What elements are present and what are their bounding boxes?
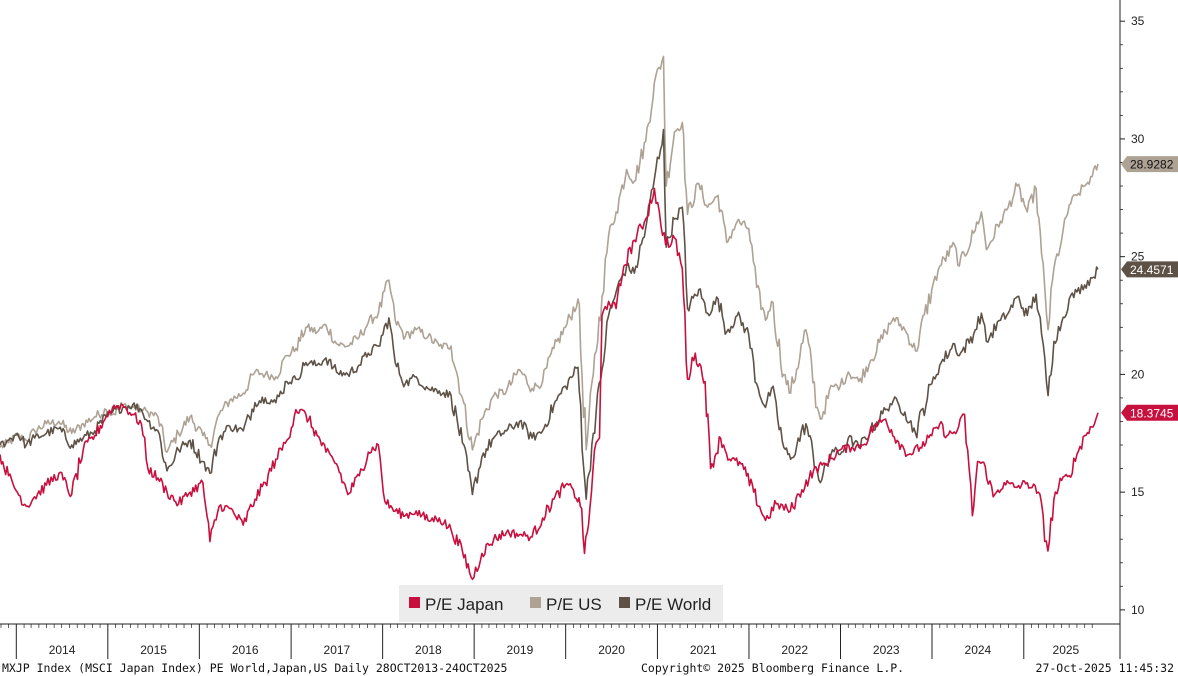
x-tick-label: 2015 xyxy=(140,643,167,657)
x-tick-label: 2023 xyxy=(873,643,900,657)
x-axis: 2014 2015 2016 2017 2018 2019 2020 2021 2022 2023… xyxy=(0,624,1121,659)
legend-swatch-p-e-world xyxy=(619,597,630,608)
x-tick-label: 2020 xyxy=(598,643,625,657)
last-value-label: 28.9282 xyxy=(1130,158,1174,172)
last-value-label: 24.4571 xyxy=(1130,263,1174,277)
y-tick-label: 25 xyxy=(1131,250,1145,264)
x-tick-label: 2019 xyxy=(507,643,534,657)
footer-copyright: Copyright© 2025 Bloomberg Finance L.P. xyxy=(641,661,905,675)
y-tick-label: 15 xyxy=(1131,485,1145,499)
legend-label-p-e-us: P/E US xyxy=(546,595,602,614)
legend-swatch-p-e-us xyxy=(530,597,541,608)
x-tick-label: 2017 xyxy=(324,643,351,657)
x-tick-label: 2022 xyxy=(781,643,808,657)
series-line-p-e-world xyxy=(0,128,1099,500)
y-tick-label: 35 xyxy=(1131,14,1145,28)
legend-background xyxy=(399,585,723,622)
footer: MXJP Index (MSCI Japan Index) PE World,J… xyxy=(0,659,1178,676)
y-tick-label: 10 xyxy=(1131,603,1145,617)
last-value-tags: 18.3745 28.9282 24.4571 xyxy=(1121,156,1178,421)
x-tick-label: 2025 xyxy=(1053,643,1080,657)
series-line-p-e-us xyxy=(0,55,1099,453)
last-value-label: 18.3745 xyxy=(1130,406,1174,420)
x-tick-label: 2018 xyxy=(415,643,442,657)
series-layer xyxy=(0,55,1099,581)
series-line-p-e-japan xyxy=(0,187,1099,581)
last-value-tag xyxy=(1121,404,1178,421)
legend-swatch-p-e-japan xyxy=(409,597,420,608)
last-value-tag xyxy=(1121,261,1178,278)
footer-timestamp: 27-Oct-2025 11:45:32 xyxy=(1035,661,1174,675)
x-tick-label: 2021 xyxy=(690,643,717,657)
footer-source: MXJP Index (MSCI Japan Index) PE World,J… xyxy=(2,661,508,675)
y-axis: 10 15 20 25 30 35 xyxy=(1120,14,1145,617)
last-value-tag xyxy=(1121,156,1178,173)
x-tick-label: 2014 xyxy=(49,643,76,657)
legend-label-p-e-world: P/E World xyxy=(635,595,711,614)
legend: P/E Japan P/E US P/E World xyxy=(399,585,723,622)
legend-label-p-e-japan: P/E Japan xyxy=(425,595,503,614)
y-tick-label: 30 xyxy=(1131,132,1145,146)
y-tick-label: 20 xyxy=(1131,367,1145,381)
x-tick-label: 2024 xyxy=(965,643,992,657)
x-tick-label: 2016 xyxy=(232,643,259,657)
